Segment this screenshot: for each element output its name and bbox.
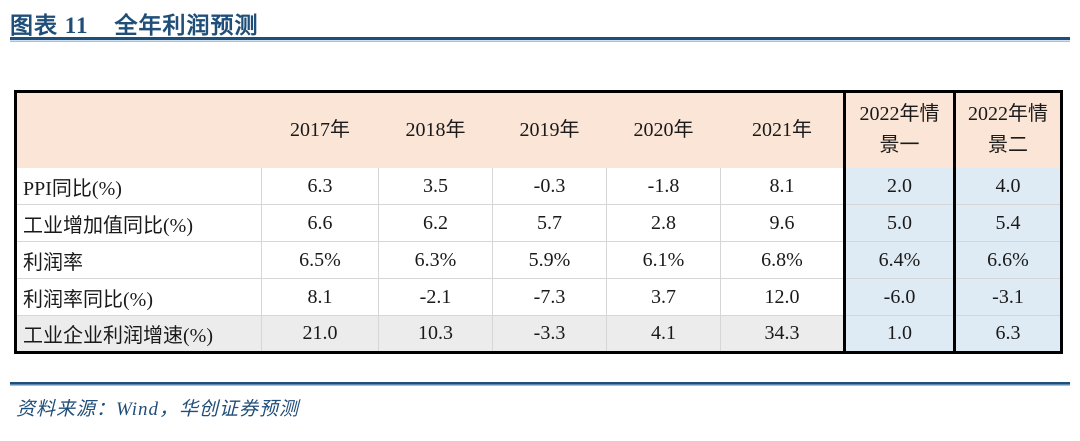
value-cell: 3.7 — [606, 278, 721, 316]
scenario1-value-cell: 5.0 — [843, 204, 955, 242]
row-label-cell: 利润率同比(%) — [15, 278, 262, 316]
scenario2-header-cell: 2022年情 景二 — [953, 91, 1062, 168]
table-row-highlighted: 工业企业利润增速(%) 21.0 10.3 -3.3 4.1 34.3 1.0 … — [15, 315, 1062, 353]
source-divider-rule — [10, 382, 1070, 386]
row-label-cell: 工业企业利润增速(%) — [15, 315, 262, 353]
value-cell: 6.2 — [378, 204, 493, 242]
year-header-cell: 2018年 — [378, 91, 493, 168]
value-cell: 4.1 — [606, 315, 721, 353]
scenario1-value-cell: 1.0 — [843, 315, 955, 353]
value-cell: -2.1 — [378, 278, 493, 316]
table-row: 工业增加值同比(%) 6.6 6.2 5.7 2.8 9.6 5.0 5.4 — [15, 204, 1062, 242]
value-cell: 8.1 — [261, 278, 379, 316]
scenario1-value-cell: -6.0 — [843, 278, 955, 316]
value-cell: 6.5% — [261, 241, 379, 279]
value-cell: 3.5 — [378, 167, 493, 205]
value-cell: 8.1 — [720, 167, 845, 205]
year-header-cell: 2017年 — [261, 91, 379, 168]
source-note: 资料来源：Wind，华创证券预测 — [16, 399, 300, 420]
value-cell: 5.7 — [492, 204, 607, 242]
value-cell: 5.9% — [492, 241, 607, 279]
value-cell: 6.1% — [606, 241, 721, 279]
value-cell: 6.8% — [720, 241, 845, 279]
value-cell: 2.8 — [606, 204, 721, 242]
table-row: 利润率同比(%) 8.1 -2.1 -7.3 3.7 12.0 -6.0 -3.… — [15, 278, 1062, 316]
row-label-cell: 工业增加值同比(%) — [15, 204, 262, 242]
figure-caption: 图表 11 全年利润预测 — [10, 6, 258, 40]
value-cell: 34.3 — [720, 315, 845, 353]
table-row: PPI同比(%) 6.3 3.5 -0.3 -1.8 8.1 2.0 4.0 — [15, 167, 1062, 205]
value-cell: 6.3% — [378, 241, 493, 279]
scenario2-value-cell: 5.4 — [953, 204, 1062, 242]
scenario1-value-cell: 2.0 — [843, 167, 955, 205]
value-cell: 12.0 — [720, 278, 845, 316]
scenario2-value-cell: 4.0 — [953, 167, 1062, 205]
caption-underline-rule — [10, 37, 1070, 42]
scenario1-value-cell: 6.4% — [843, 241, 955, 279]
row-label-cell: 利润率 — [15, 241, 262, 279]
value-cell: 6.3 — [261, 167, 379, 205]
scenario2-value-cell: 6.3 — [953, 315, 1062, 353]
row-label-cell: PPI同比(%) — [15, 167, 262, 205]
figure-title: 全年利润预测 — [114, 13, 259, 38]
year-header-cell: 2021年 — [720, 91, 845, 168]
value-cell: -1.8 — [606, 167, 721, 205]
value-cell: 10.3 — [378, 315, 493, 353]
value-cell: 6.6 — [261, 204, 379, 242]
scenario2-value-cell: 6.6% — [953, 241, 1062, 279]
value-cell: -3.3 — [492, 315, 607, 353]
year-header-cell: 2019年 — [492, 91, 607, 168]
table-row: 利润率 6.5% 6.3% 5.9% 6.1% 6.8% 6.4% 6.6% — [15, 241, 1062, 279]
value-cell: -7.3 — [492, 278, 607, 316]
profit-forecast-table: 2017年 2018年 2019年 2020年 2021年 2022年情 景一 … — [14, 90, 1063, 354]
scenario2-value-cell: -3.1 — [953, 278, 1062, 316]
figure-number-label: 图表 11 — [10, 13, 89, 38]
value-cell: 9.6 — [720, 204, 845, 242]
corner-header-cell — [15, 91, 262, 168]
value-cell: 21.0 — [261, 315, 379, 353]
year-header-cell: 2020年 — [606, 91, 721, 168]
value-cell: -0.3 — [492, 167, 607, 205]
scenario1-header-cell: 2022年情 景一 — [843, 91, 955, 168]
table-header-row: 2017年 2018年 2019年 2020年 2021年 2022年情 景一 … — [15, 91, 1062, 168]
